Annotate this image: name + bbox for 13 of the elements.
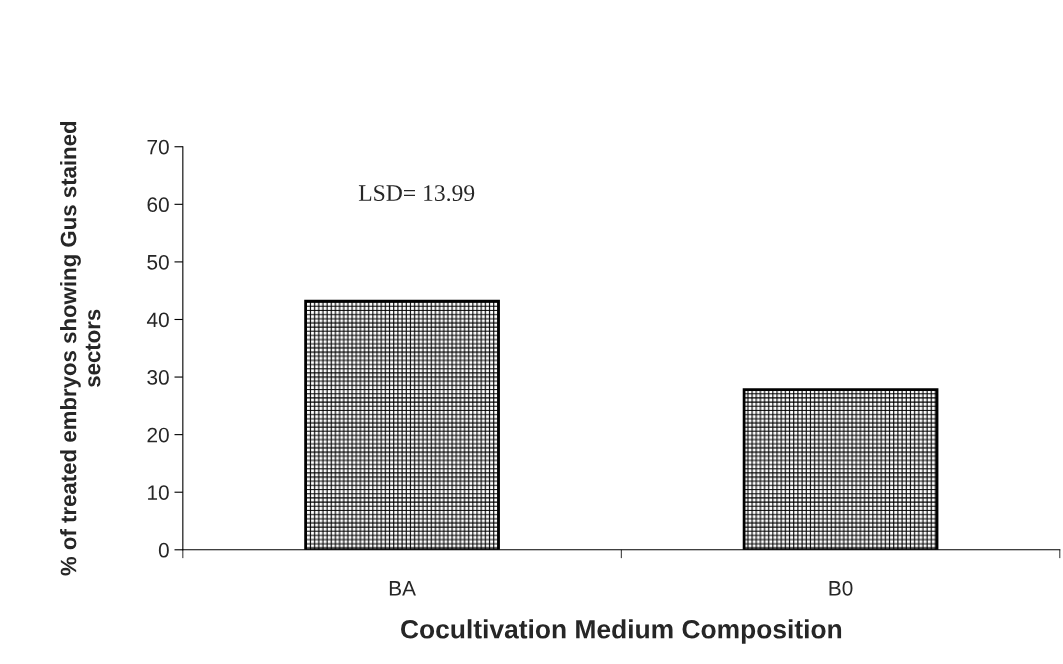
y-tick-label: 40 — [146, 312, 169, 328]
x-tick-label: BA — [389, 581, 416, 596]
y-tick-label: 50 — [147, 254, 169, 270]
x-axis-title: Cocultivation Medium Composition — [401, 619, 842, 644]
y-axis-title: % of treated embryos showing Gus stained sectors — [60, 121, 101, 576]
y-tick-label: 60 — [147, 197, 169, 213]
x-tick-label: B0 — [829, 580, 853, 596]
y-tick-label: 0 — [158, 542, 169, 558]
y-tick-label: 10 — [148, 485, 169, 500]
annotation: LSD= 13.99 — [358, 185, 475, 202]
y-tick-label: 70 — [147, 139, 169, 155]
y-tick-label: 20 — [147, 427, 169, 443]
y-tick-label: 30 — [147, 370, 169, 385]
